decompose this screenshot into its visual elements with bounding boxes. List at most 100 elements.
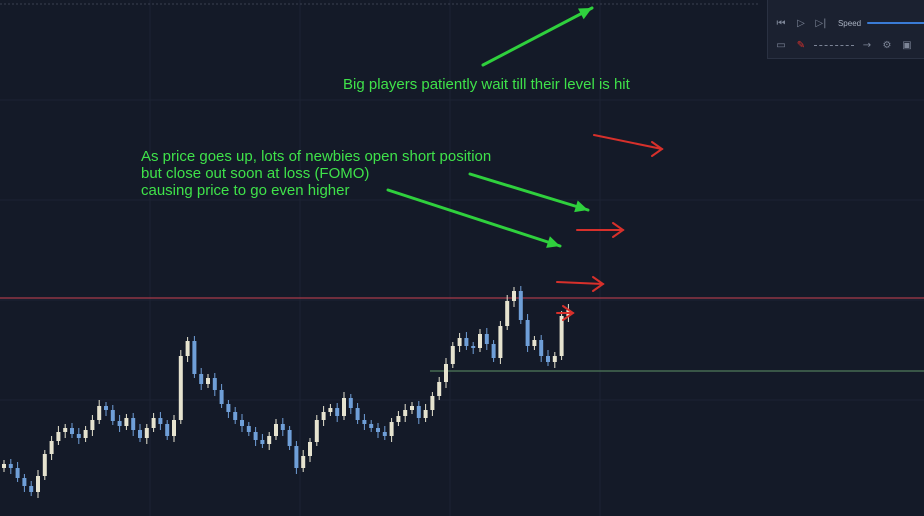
candle-body-41 (280, 424, 285, 430)
speed-slider[interactable] (867, 22, 924, 24)
candle-body-72 (491, 344, 496, 358)
gear-icon[interactable]: ⚙ (882, 39, 892, 51)
candle-body-28 (192, 341, 197, 374)
candle-body-69 (471, 346, 476, 348)
candle-body-79 (539, 340, 544, 356)
speed-label: Speed (837, 18, 862, 28)
candle-body-42 (287, 430, 292, 446)
annotation-big-players: Big players patiently wait till their le… (343, 76, 630, 93)
candle-body-51 (348, 398, 353, 408)
candle-body-1 (8, 464, 13, 468)
play-icon[interactable]: ▷ (797, 17, 805, 29)
candle-body-61 (416, 406, 421, 418)
candle-body-77 (525, 320, 530, 346)
red-arrow-4-head (562, 305, 575, 321)
toolbar-row-playback: ⏮ ▷ ▷| Speed (768, 12, 924, 34)
green-arrow-low-head (546, 236, 560, 248)
candle-body-57 (389, 422, 394, 436)
candle-body-68 (464, 338, 469, 346)
rectangle-icon[interactable]: ▭ (776, 39, 786, 51)
candle-body-80 (546, 356, 550, 362)
candle-body-33 (226, 404, 231, 412)
annotation-line-1: As price goes up, lots of newbies open s… (141, 148, 492, 165)
candle-body-0 (2, 464, 6, 468)
candle-body-10 (70, 428, 74, 434)
candle-body-48 (328, 408, 333, 412)
candle-body-7 (49, 441, 54, 454)
candle-body-71 (484, 334, 489, 344)
candle-body-16 (110, 410, 115, 421)
toolbar-row-drawing: ▭ ✎ → ⚙ ▣ (768, 34, 924, 56)
green-arrow-top-head (578, 8, 592, 20)
red-arrow-2-head (612, 222, 625, 238)
candle-body-11 (76, 434, 81, 438)
red-arrow-3-shaft (556, 281, 604, 285)
candle-body-62 (423, 410, 428, 418)
skip-icon[interactable]: ⏮ (776, 17, 786, 29)
candles (2, 286, 571, 498)
candle-body-36 (246, 426, 251, 432)
candle-body-76 (518, 291, 523, 320)
candle-body-29 (199, 374, 204, 384)
camera-icon[interactable]: ▣ (902, 39, 912, 51)
candle-body-40 (274, 424, 278, 436)
candle-body-9 (63, 428, 68, 432)
candle-body-18 (124, 418, 129, 426)
candle-body-47 (321, 412, 326, 420)
candle-body-13 (90, 420, 95, 430)
line-style-icon[interactable] (814, 44, 854, 46)
candle-body-38 (260, 440, 265, 444)
candle-body-27 (185, 341, 190, 356)
green-arrow-mid-head (574, 200, 588, 213)
candle-body-4 (29, 486, 34, 492)
step-forward-icon[interactable]: ▷| (815, 17, 827, 29)
candle-body-52 (355, 408, 360, 420)
candle-body-44 (301, 456, 306, 468)
candle-body-50 (342, 398, 346, 416)
candle-body-26 (178, 356, 183, 420)
candle-body-37 (253, 432, 258, 440)
candle-body-64 (437, 382, 442, 396)
candle-body-15 (104, 406, 108, 410)
candle-body-3 (22, 478, 27, 486)
candle-body-59 (403, 410, 408, 416)
candle-body-35 (240, 420, 244, 426)
candle-body-74 (505, 301, 510, 326)
candle-body-66 (450, 346, 455, 364)
candle-body-73 (498, 326, 503, 358)
candle-body-39 (267, 436, 272, 444)
candle-body-19 (131, 418, 136, 430)
candle-body-8 (56, 432, 61, 441)
candle-body-21 (144, 428, 149, 438)
candle-body-25 (172, 420, 176, 436)
candle-body-34 (233, 412, 238, 420)
annotation-newbies: As price goes up, lots of newbies open s… (141, 148, 491, 199)
brush-icon[interactable]: ✎ (796, 39, 806, 51)
annotation-arrows (386, 6, 664, 321)
candle-body-82 (559, 316, 564, 356)
green-arrow-mid-shaft (468, 172, 590, 212)
red-arrow-1-head (651, 141, 664, 157)
candle-body-23 (158, 418, 163, 424)
candle-body-30 (206, 378, 210, 384)
candle-body-31 (212, 378, 217, 390)
candle-body-78 (532, 340, 537, 346)
candle-body-81 (552, 356, 557, 362)
annotation-line-3: causing price to go even higher (141, 182, 350, 199)
arrow-right-icon[interactable]: → (862, 39, 872, 51)
red-arrow-1-shaft (593, 134, 663, 150)
candle-body-12 (83, 430, 88, 438)
candle-body-53 (362, 420, 367, 424)
candle-body-5 (36, 476, 40, 492)
candle-body-46 (314, 420, 319, 442)
candle-body-75 (512, 291, 516, 301)
candle-body-20 (138, 430, 142, 438)
candle-body-56 (382, 432, 387, 436)
green-arrow-top-shaft (481, 6, 594, 67)
candle-body-32 (219, 390, 224, 404)
candle-body-70 (478, 334, 482, 348)
replay-toolbar: ⏮ ▷ ▷| Speed ▭ ✎ → ⚙ ▣ (767, 0, 924, 59)
candle-body-54 (369, 424, 374, 428)
